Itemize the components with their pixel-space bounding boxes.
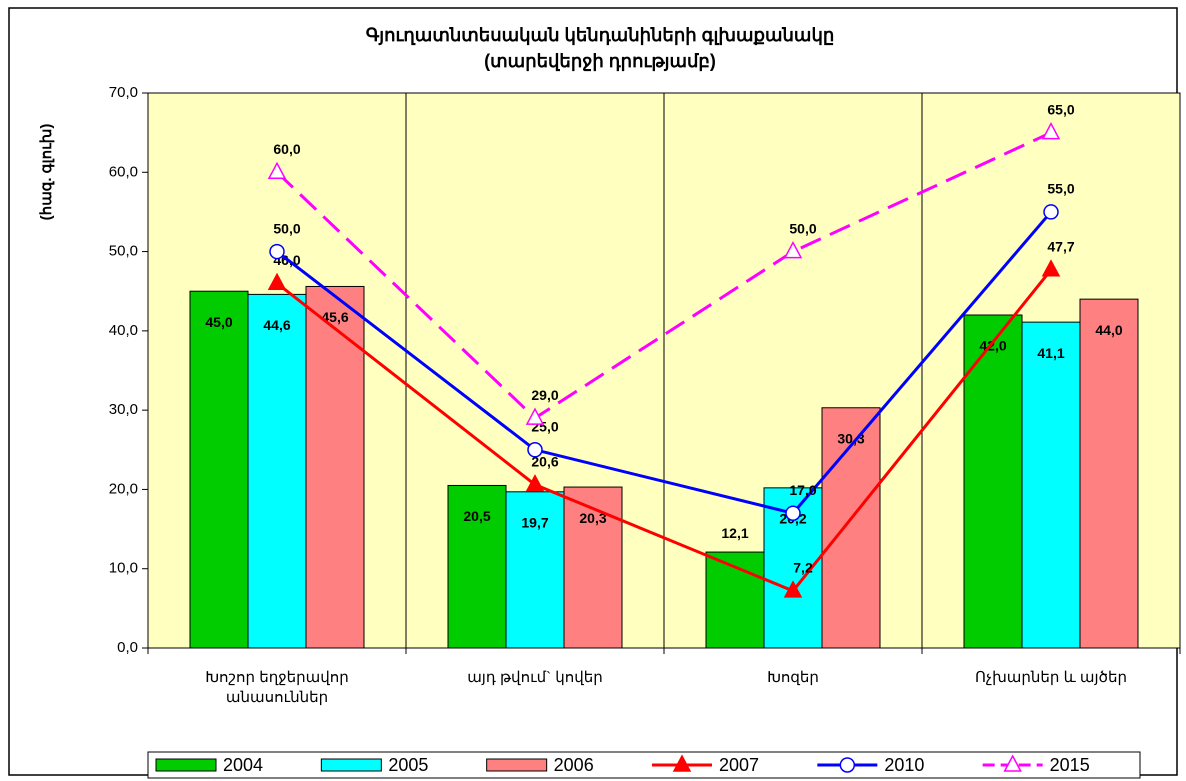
bar <box>447 484 507 649</box>
marker <box>525 407 545 425</box>
marker <box>1041 259 1061 277</box>
x-tick-label: Խոշոր եղջերավոր անասուններ <box>205 669 349 706</box>
y-axis-label: (հազ. գլուխ) <box>38 124 55 221</box>
data-label: 50,0 <box>273 220 300 236</box>
chart-subtitle: (տարեվերջի դրությամբ) <box>484 51 716 72</box>
y-tick-label: 40,0 <box>109 322 138 339</box>
chart-title: Գյուղատնտեսական կենդանիների գլխաքանակը <box>366 25 835 46</box>
data-label: 29,0 <box>531 387 558 403</box>
legend-marker <box>839 757 856 773</box>
data-label: 19,7 <box>521 515 548 531</box>
legend-label: 2007 <box>719 755 759 775</box>
line <box>276 268 1053 593</box>
legend-marker <box>672 754 692 772</box>
marker <box>527 442 543 458</box>
data-label: 12,1 <box>721 525 748 541</box>
marker <box>1041 122 1061 140</box>
bar <box>189 290 249 649</box>
data-label: 65,0 <box>1047 101 1074 117</box>
y-tick-label: 50,0 <box>109 243 138 260</box>
y-tick-label: 30,0 <box>109 401 138 418</box>
legend-label: 2006 <box>554 755 594 775</box>
marker <box>785 505 801 521</box>
line <box>276 210 1053 515</box>
legend-label: 2015 <box>1050 755 1090 775</box>
marker <box>269 243 285 260</box>
y-tick-label: 20,0 <box>109 480 138 497</box>
legend-swatch <box>155 758 217 772</box>
legend-label: 2005 <box>388 755 428 775</box>
y-tick-label: 10,0 <box>109 560 138 577</box>
marker <box>783 240 803 259</box>
marker <box>783 580 803 598</box>
data-label: 17,0 <box>789 482 816 498</box>
legend-swatch <box>486 758 548 772</box>
x-tick-label: այդ թվում` կովեր <box>467 669 603 686</box>
legend-label: 2004 <box>223 755 263 775</box>
data-label: 7,2 <box>793 560 813 576</box>
marker <box>267 161 287 180</box>
marker <box>1043 204 1059 220</box>
y-tick-label: 0,0 <box>117 639 138 656</box>
data-label: 44,6 <box>263 317 290 333</box>
legend-marker <box>1003 754 1022 772</box>
y-tick-label: 60,0 <box>109 163 138 180</box>
data-label: 45,6 <box>321 309 348 325</box>
data-label: 55,0 <box>1047 181 1074 197</box>
bar <box>563 486 623 649</box>
x-tick-label: Խոզեր <box>767 669 819 686</box>
marker <box>525 474 545 492</box>
legend-label: 2010 <box>884 755 924 775</box>
legend-swatch <box>320 758 382 772</box>
bar <box>505 491 565 649</box>
bar <box>247 293 307 649</box>
line <box>275 131 1052 420</box>
bar <box>305 285 365 649</box>
data-label: 20,6 <box>531 453 558 469</box>
data-label: 41,1 <box>1037 345 1064 361</box>
data-label: 44,0 <box>1095 322 1122 338</box>
data-label: 20,3 <box>579 510 606 526</box>
bar <box>1079 298 1139 649</box>
data-label: 60,0 <box>273 141 300 157</box>
y-tick-label: 70,0 <box>109 84 138 101</box>
bar <box>1021 321 1081 649</box>
bar <box>821 407 881 649</box>
data-label: 30,3 <box>837 430 864 446</box>
x-tick-label: Ոչխարներ և այծեր <box>975 669 1127 686</box>
legend-box <box>147 751 1141 779</box>
data-label: 47,7 <box>1047 239 1074 255</box>
data-label: 20,5 <box>463 508 490 524</box>
data-label: 45,0 <box>205 314 232 330</box>
data-label: 50,0 <box>789 220 816 236</box>
marker <box>267 272 287 291</box>
